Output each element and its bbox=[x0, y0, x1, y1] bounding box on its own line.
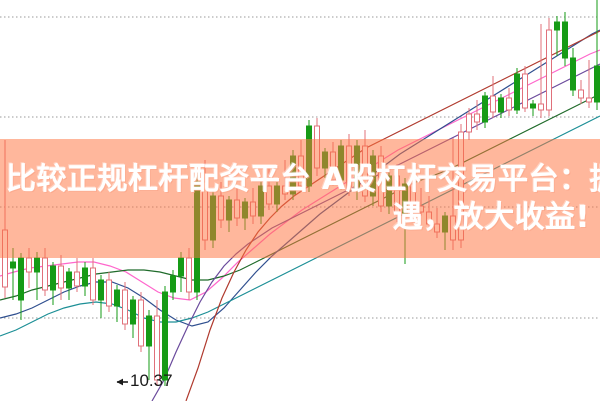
headline-overlay-banner: 比较正规杠杆配资平台 A股杠杆交易平台：掘金机 遇，放大收益! bbox=[0, 139, 600, 258]
headline-line-2: 遇，放大收益! bbox=[392, 199, 590, 235]
price-callout-label: 10.37 bbox=[130, 371, 173, 390]
headline-line-1: 比较正规杠杆配资平台 A股杠杆交易平台：掘金机 bbox=[6, 161, 600, 197]
left-arrow-icon bbox=[116, 378, 128, 386]
